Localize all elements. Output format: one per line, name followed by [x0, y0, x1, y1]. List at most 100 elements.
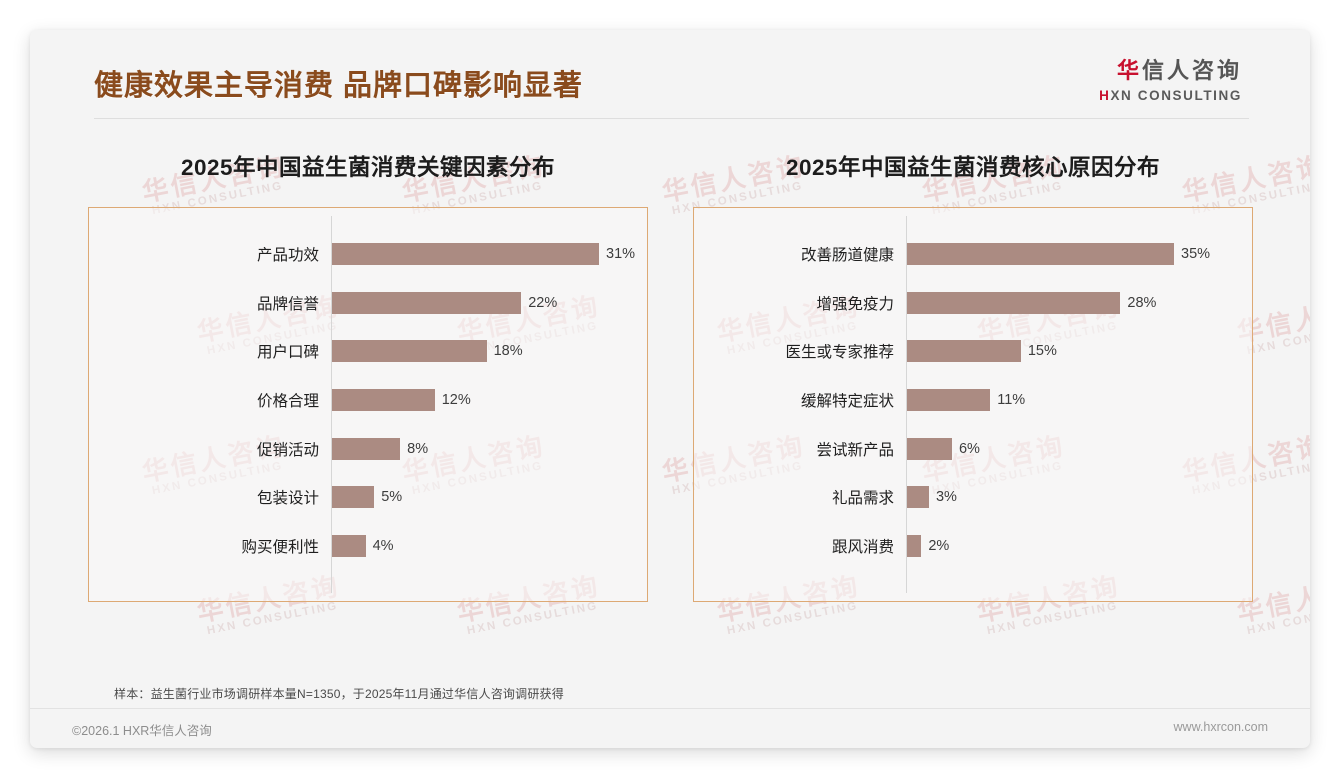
bar-value-label: 11% [997, 392, 1026, 409]
bar-track: 31% [331, 230, 647, 279]
logo-accent-char: 华 [1116, 58, 1142, 83]
bar-track: 11% [906, 376, 1252, 425]
company-logo: 华信人咨询 HXN CONSULTING [1099, 60, 1242, 103]
bar [906, 534, 922, 557]
bar [906, 291, 1121, 314]
chart-axis-line [331, 216, 332, 593]
bar [331, 291, 522, 314]
chart-block-core-reasons: 2025年中国益生菌消费核心原因分布 改善肠道健康 35% 增强免疫力 28% 医生或专… [693, 150, 1253, 602]
bar-track: 5% [331, 473, 647, 522]
bar-row[interactable]: 增强免疫力 28% [694, 279, 1252, 328]
bar-value-label: 28% [1127, 294, 1157, 311]
chart-title-core-reasons: 2025年中国益生菌消费核心原因分布 [785, 155, 1161, 180]
logo-english-rest: XN CONSULTING [1110, 88, 1242, 103]
bar-category-label: 用户口碑 [256, 344, 319, 362]
watermark-english: HXN CONSULTING [726, 600, 860, 638]
slide-header: 健康效果主导消费 品牌口碑影响显著 华信人咨询 HXN CONSULTING [30, 30, 1310, 126]
bar-value-label: 18% [493, 343, 523, 360]
bar-value-label: 22% [528, 294, 558, 311]
page-title: 健康效果主导消费 品牌口碑影响显著 [94, 70, 584, 102]
bar-value-label: 31% [606, 246, 636, 263]
bar-row[interactable]: 改善肠道健康 35% [694, 230, 1252, 279]
logo-english-text: HXN CONSULTING [1099, 89, 1242, 103]
watermark-english: HXN CONSULTING [1246, 600, 1310, 638]
bar [331, 243, 599, 266]
bar [331, 486, 375, 509]
bar-row[interactable]: 产品功效 31% [89, 230, 647, 279]
bar-row[interactable]: 价格合理 12% [89, 376, 647, 425]
footer-copyright: ©2026.1 HXR华信人咨询 [72, 724, 212, 738]
chart-panel-core-reasons: 改善肠道健康 35% 增强免疫力 28% 医生或专家推荐 15% 缓解特定症状 11% 尝试新产… [693, 207, 1253, 602]
bar-track: 3% [906, 473, 1252, 522]
bar-track: 8% [331, 424, 647, 473]
bar-row[interactable]: 缓解特定症状 11% [694, 376, 1252, 425]
bar-value-label: 4% [372, 537, 394, 554]
bar-category-label: 跟风消费 [831, 538, 894, 556]
watermark-english: HXN CONSULTING [206, 600, 340, 638]
bar-category-label: 价格合理 [256, 393, 319, 411]
bar [906, 389, 991, 412]
bar-track: 2% [906, 522, 1252, 571]
bar-value-label: 8% [407, 440, 429, 457]
bar [906, 243, 1174, 266]
bar-value-label: 6% [958, 440, 980, 457]
bar-value-label: 5% [381, 489, 403, 506]
bar-track: 35% [906, 230, 1252, 279]
bar-category-label: 增强免疫力 [816, 295, 894, 313]
bar-category-label: 尝试新产品 [816, 441, 894, 459]
logo-english-accent: H [1099, 88, 1111, 103]
bar-track: 15% [906, 327, 1252, 376]
watermark-english: HXN CONSULTING [466, 600, 600, 638]
bar-track: 18% [331, 327, 647, 376]
bar-category-label: 促销活动 [256, 441, 319, 459]
slide-canvas: 华信人咨询 HXN CONSULTING 华信人咨询 HXN CONSULTING 华信… [30, 30, 1310, 748]
bar-row[interactable]: 用户口碑 18% [89, 327, 647, 376]
footer-divider [30, 708, 1310, 709]
bar-row[interactable]: 跟风消费 2% [694, 522, 1252, 571]
bar-category-label: 礼品需求 [831, 490, 894, 508]
bar-track: 28% [906, 279, 1252, 328]
bar-category-label: 购买便利性 [241, 538, 319, 556]
bar-value-label: 3% [935, 489, 957, 506]
bar-track: 4% [331, 522, 647, 571]
bar-row[interactable]: 尝试新产品 6% [694, 424, 1252, 473]
chart-block-key-factors: 2025年中国益生菌消费关键因素分布 产品功效 31% 品牌信誉 22% 用户口碑 18%… [88, 150, 648, 602]
chart-axis-line [906, 216, 907, 593]
bar-category-label: 医生或专家推荐 [785, 344, 894, 362]
bar-row[interactable]: 品牌信誉 22% [89, 279, 647, 328]
bar [331, 437, 401, 460]
bar-category-label: 缓解特定症状 [800, 393, 894, 411]
bar [906, 340, 1021, 363]
bar-category-label: 改善肠道健康 [800, 247, 894, 265]
bar-category-label: 产品功效 [256, 247, 319, 265]
bar [331, 340, 487, 363]
bar-row[interactable]: 促销活动 8% [89, 424, 647, 473]
bar [331, 534, 366, 557]
bar-value-label: 15% [1027, 343, 1057, 360]
bar-row[interactable]: 医生或专家推荐 15% [694, 327, 1252, 376]
watermark-english: HXN CONSULTING [1246, 320, 1310, 358]
bar [906, 437, 952, 460]
bar-category-label: 品牌信誉 [256, 295, 319, 313]
bar-value-label: 35% [1181, 246, 1211, 263]
bar-category-label: 包装设计 [256, 490, 319, 508]
bar [331, 389, 435, 412]
bar [906, 486, 929, 509]
sample-footnote: 样本：益生菌行业市场调研样本量N=1350，于2025年11月通过华信人咨询调研… [114, 687, 564, 701]
chart-panel-key-factors: 产品功效 31% 品牌信誉 22% 用户口碑 18% 价格合理 12% 促销活动 8% 包装设计 5%… [88, 207, 648, 602]
bar-track: 6% [906, 424, 1252, 473]
title-divider [94, 118, 1249, 119]
logo-chinese-text: 华信人咨询 [1099, 60, 1242, 82]
bar-row[interactable]: 礼品需求 3% [694, 473, 1252, 522]
bar-value-label: 2% [928, 537, 950, 554]
logo-chinese-rest: 信人咨询 [1141, 58, 1242, 83]
bar-rows-core-reasons: 改善肠道健康 35% 增强免疫力 28% 医生或专家推荐 15% 缓解特定症状 11% 尝试新产… [694, 230, 1252, 579]
bar-row[interactable]: 购买便利性 4% [89, 522, 647, 571]
bar-value-label: 12% [441, 392, 471, 409]
bar-row[interactable]: 包装设计 5% [89, 473, 647, 522]
bar-rows-key-factors: 产品功效 31% 品牌信誉 22% 用户口碑 18% 价格合理 12% 促销活动 8% 包装设计 5%… [89, 230, 647, 579]
footer-website: www.hxrcon.com [1173, 720, 1268, 734]
watermark-english: HXN CONSULTING [986, 600, 1120, 638]
bar-track: 12% [331, 376, 647, 425]
bar-track: 22% [331, 279, 647, 328]
